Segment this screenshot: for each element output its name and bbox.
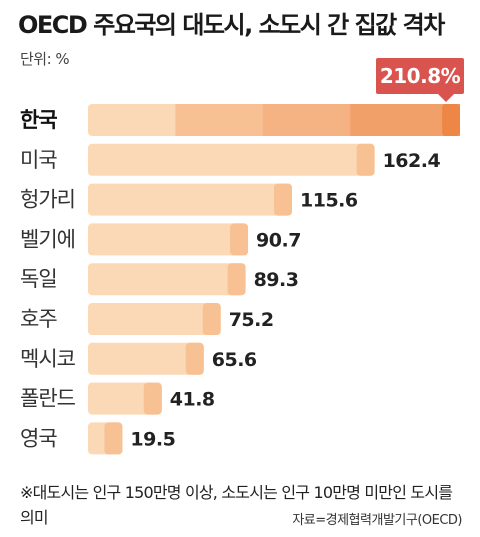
value-label: 89.3 <box>254 269 299 291</box>
value-label: 41.8 <box>170 389 215 411</box>
bar <box>88 143 375 176</box>
category-label: 미국 <box>20 148 57 172</box>
value-label: 210.8% <box>380 64 461 88</box>
bar-end <box>143 382 162 415</box>
value-callout: 210.8% <box>376 58 464 102</box>
bar <box>88 382 162 415</box>
category-label: 멕시코 <box>20 347 76 371</box>
bar <box>88 303 221 335</box>
value-label: 19.5 <box>130 428 175 450</box>
category-label: 영국 <box>20 426 57 450</box>
value-label: 115.6 <box>300 190 358 212</box>
bar <box>88 223 249 256</box>
category-label: 벨기에 <box>20 227 75 251</box>
footnote: ※대도시는 인구 150만명 이상, 소도시는 인구 10만명 미만인 도시를 … <box>20 483 453 527</box>
bar-segment <box>350 104 460 136</box>
bar-segment <box>442 104 460 136</box>
bar <box>88 104 461 136</box>
category-label: 폴란드 <box>20 387 76 411</box>
bar-end <box>356 143 375 176</box>
bar <box>88 422 123 455</box>
value-label: 162.4 <box>383 150 441 172</box>
bar-end <box>202 303 221 335</box>
bar-end <box>274 183 292 216</box>
bar <box>88 183 292 216</box>
bar-chart: 한국 210.8% 미국 162.4 헝가리 115.6 벨기에 90.7 독일 89.3 호주 75… <box>20 58 464 455</box>
category-label: 독일 <box>20 267 57 291</box>
bar-end <box>104 422 123 455</box>
bar <box>88 342 204 375</box>
bar <box>88 263 246 296</box>
category-label: 호주 <box>20 307 57 331</box>
bar-end <box>227 263 246 296</box>
chart-title: OECD 주요국의 대도시, 소도시 간 집값 격차 <box>18 11 445 39</box>
value-label: 90.7 <box>256 229 301 251</box>
source-label: 자료=경제협력개발기구(OECD) <box>292 513 462 528</box>
bar-end <box>230 223 249 256</box>
category-label: 헝가리 <box>20 188 75 212</box>
category-label: 한국 <box>20 108 57 132</box>
bar-end <box>185 342 204 375</box>
unit-label: 단위: % <box>20 50 70 68</box>
value-label: 75.2 <box>229 309 274 331</box>
value-label: 65.6 <box>212 349 257 371</box>
